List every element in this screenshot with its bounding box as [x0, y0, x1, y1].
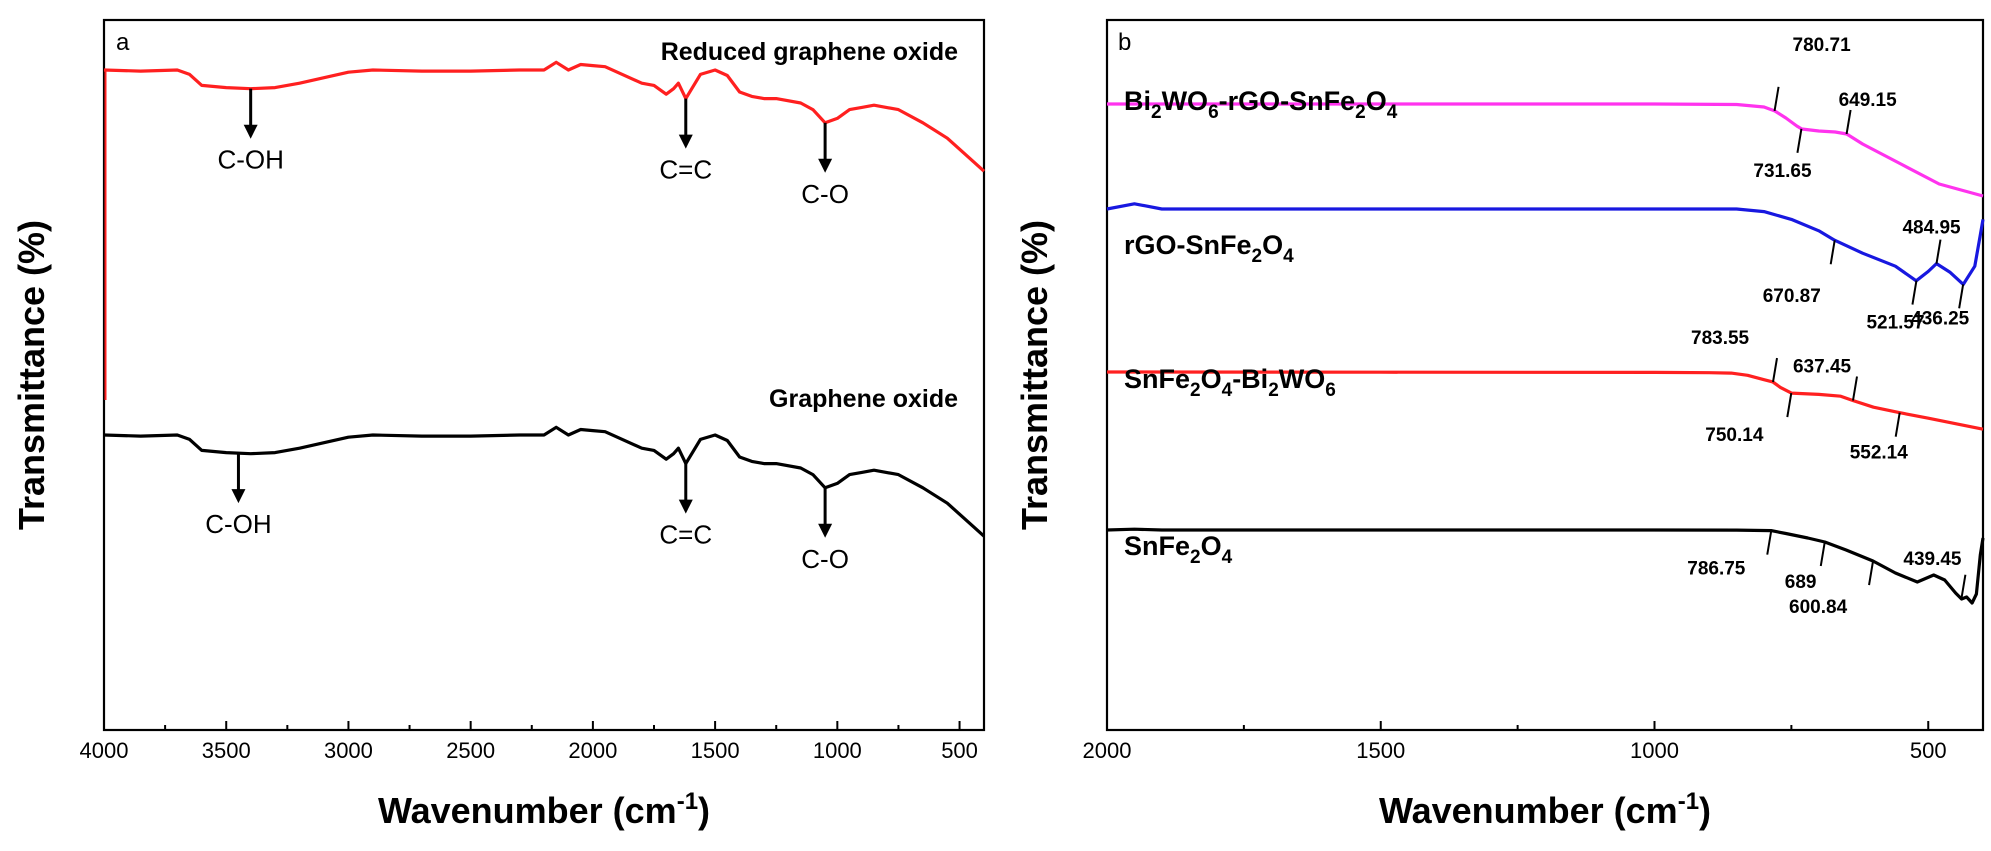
- svg-text:780.71: 780.71: [1793, 35, 1852, 56]
- panel-b: b 2000 1500 1000 500 780.71 731.65 649.15 670.…: [1014, 18, 1985, 831]
- panel-a-ylabel: Transmittance (%): [11, 220, 52, 530]
- peak-label: 600.84: [1789, 560, 1875, 618]
- x-tick-label: 1500: [691, 738, 740, 763]
- annotation-label: C=C: [659, 155, 712, 185]
- svg-text:600.84: 600.84: [1789, 597, 1848, 618]
- panel-a-frame: [102, 18, 986, 732]
- series-line: [103, 60, 986, 173]
- peak-label: 439.45: [1903, 549, 1967, 599]
- label-snfe2o4-bi2wo6: SnFe2O4-Bi2WO6: [1124, 364, 1336, 401]
- label-graphene-oxide: Graphene oxide: [769, 385, 958, 413]
- svg-text:484.95: 484.95: [1902, 218, 1961, 239]
- x-tick-label: 3500: [202, 738, 251, 763]
- panel-b-series: [1106, 102, 1985, 605]
- panel-a-letter: a: [116, 29, 130, 56]
- annotation-arrow: C=C: [659, 463, 712, 550]
- peak-label: 731.65: [1753, 128, 1812, 182]
- x-tick-label: 1500: [1356, 738, 1405, 763]
- annotation-label: C-O: [801, 544, 849, 574]
- svg-text:689: 689: [1785, 572, 1817, 593]
- svg-text:552.14: 552.14: [1850, 443, 1909, 464]
- label-snfe2o4: SnFe2O4: [1124, 531, 1233, 568]
- panel-a-x-ticks: 4000 3500 3000 2500 2000 1500 1000 500: [80, 721, 978, 763]
- annotation-label: C-OH: [217, 145, 283, 175]
- svg-text:521.57: 521.57: [1866, 313, 1924, 334]
- annotation-arrow: C-O: [801, 122, 849, 209]
- peak-label: 521.57: [1866, 280, 1925, 334]
- label-bi2wo6-rgo-snfe2o4: Bi2WO6-rGO-SnFe2O4: [1124, 86, 1398, 123]
- panel-a-xlabel: Wavenumber (cm-1): [378, 788, 710, 831]
- peak-label: 637.45: [1793, 357, 1858, 401]
- svg-text:783.55: 783.55: [1691, 328, 1750, 349]
- x-tick-label: 500: [1910, 738, 1947, 763]
- series-line: [1106, 527, 1985, 605]
- panel-b-ylabel: Transmittance (%): [1014, 220, 1055, 530]
- x-tick-label: 2500: [446, 738, 495, 763]
- svg-text:436.25: 436.25: [1911, 308, 1970, 329]
- svg-text:731.65: 731.65: [1753, 161, 1812, 182]
- panel-b-xlabel: Wavenumber (cm-1): [1379, 788, 1711, 831]
- svg-text:637.45: 637.45: [1793, 357, 1852, 378]
- svg-text:750.14: 750.14: [1705, 425, 1764, 446]
- peak-label: 750.14: [1705, 392, 1793, 446]
- svg-text:786.75: 786.75: [1687, 559, 1746, 580]
- peak-label: 649.15: [1839, 90, 1898, 135]
- panel-a-series: [103, 60, 986, 538]
- panel-b-x-ticks: 2000 1500 1000 500: [1083, 721, 1947, 763]
- peak-label: 783.55: [1691, 328, 1778, 383]
- peak-label: 670.87: [1763, 240, 1836, 307]
- annotation-arrow: C-OH: [217, 88, 284, 175]
- peak-label: 786.75: [1687, 530, 1773, 580]
- x-tick-label: 1000: [813, 738, 862, 763]
- x-tick-label: 4000: [80, 738, 129, 763]
- label-reduced-graphene-oxide: Reduced graphene oxide: [661, 38, 958, 66]
- annotation-label: C=C: [659, 520, 712, 550]
- peak-label: 436.25: [1911, 284, 1970, 329]
- peak-label: 689: [1785, 541, 1826, 593]
- peak-label: 780.71: [1773, 35, 1852, 112]
- panel-b-letter: b: [1118, 29, 1131, 56]
- x-tick-label: 1000: [1630, 738, 1679, 763]
- annotation-arrow: C=C: [659, 98, 712, 185]
- annotation-label: C-OH: [205, 509, 271, 539]
- label-rgo-snfe2o4: rGO-SnFe2O4: [1124, 230, 1294, 267]
- annotation-arrow: C-OH: [205, 453, 272, 539]
- panel-a: a 4000 3500 3000 2500 2000 1500 1000 500 C-OH C=…: [11, 18, 986, 831]
- annotation-arrow: C-O: [801, 487, 849, 574]
- x-tick-label: 3000: [324, 738, 373, 763]
- annotation-label: C-O: [801, 179, 849, 209]
- svg-text:439.45: 439.45: [1903, 549, 1962, 570]
- series-line: [103, 425, 986, 538]
- svg-text:670.87: 670.87: [1763, 286, 1821, 307]
- x-tick-label: 2000: [568, 738, 617, 763]
- series-line: [1106, 202, 1985, 286]
- series-line: [1107, 102, 1984, 198]
- x-tick-label: 500: [941, 738, 978, 763]
- peak-label: 552.14: [1850, 412, 1909, 464]
- panel-b-frame: [1105, 18, 1985, 732]
- panel-a-annotations: C-OH C=C C-O C-OH C=C C-O: [205, 88, 849, 574]
- svg-text:649.15: 649.15: [1839, 90, 1898, 111]
- peak-label: 484.95: [1902, 218, 1961, 264]
- x-tick-label: 2000: [1083, 738, 1132, 763]
- series-line: [1106, 370, 1984, 431]
- panel-b-peak-labels: 780.71 731.65 649.15 670.87 521.57 484.95 436.…: [1687, 35, 1969, 618]
